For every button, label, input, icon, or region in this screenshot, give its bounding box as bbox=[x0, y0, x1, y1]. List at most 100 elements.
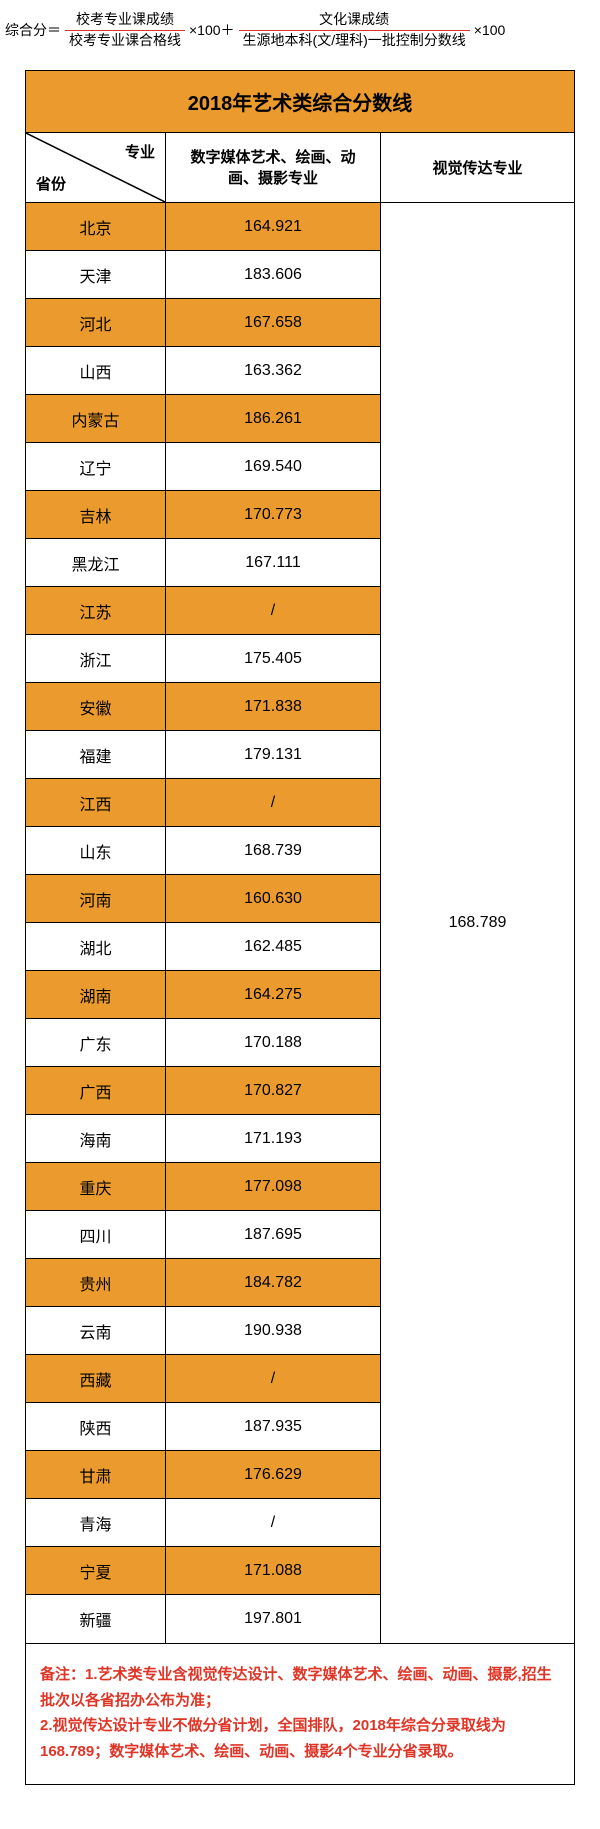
cell-province: 四川 bbox=[26, 1211, 166, 1258]
formula-frac1: 校考专业课成绩 校考专业课合格线 bbox=[65, 10, 185, 50]
table-body: 北京164.921天津183.606河北167.658山西163.362内蒙古1… bbox=[26, 203, 574, 1643]
cell-score: 168.739 bbox=[166, 827, 381, 874]
table-row: 广东170.188 bbox=[26, 1019, 381, 1067]
cell-score: 197.801 bbox=[166, 1595, 381, 1643]
table-row: 湖北162.485 bbox=[26, 923, 381, 971]
cell-province: 陕西 bbox=[26, 1403, 166, 1450]
cell-score: 187.935 bbox=[166, 1403, 381, 1450]
cell-province: 内蒙古 bbox=[26, 395, 166, 442]
table-row: 浙江175.405 bbox=[26, 635, 381, 683]
table-title: 2018年艺术类综合分数线 bbox=[26, 71, 574, 133]
formula-lhs: 综合分＝ bbox=[5, 20, 61, 40]
formula-tail: ×100 bbox=[474, 22, 506, 38]
table-row: 湖南164.275 bbox=[26, 971, 381, 1019]
table-row: 内蒙古186.261 bbox=[26, 395, 381, 443]
formula-frac2: 文化课成绩 生源地本科(文/理科)一批控制分数线 bbox=[239, 10, 470, 50]
cell-score: 170.773 bbox=[166, 491, 381, 538]
cell-province: 河北 bbox=[26, 299, 166, 346]
table-row: 山西163.362 bbox=[26, 347, 381, 395]
cell-province: 贵州 bbox=[26, 1259, 166, 1306]
header-diag-bottom: 省份 bbox=[36, 173, 66, 194]
cell-province: 江西 bbox=[26, 779, 166, 826]
table-row: 重庆177.098 bbox=[26, 1163, 381, 1211]
cell-score: 179.131 bbox=[166, 731, 381, 778]
cell-score: 184.782 bbox=[166, 1259, 381, 1306]
cell-score: 187.695 bbox=[166, 1211, 381, 1258]
cell-province: 天津 bbox=[26, 251, 166, 298]
cell-score: 162.485 bbox=[166, 923, 381, 970]
table-row: 天津183.606 bbox=[26, 251, 381, 299]
table-row: 广西170.827 bbox=[26, 1067, 381, 1115]
cell-score: 186.261 bbox=[166, 395, 381, 442]
cell-score: 171.838 bbox=[166, 683, 381, 730]
cell-province: 山西 bbox=[26, 347, 166, 394]
cell-province: 西藏 bbox=[26, 1355, 166, 1402]
table-row: 海南171.193 bbox=[26, 1115, 381, 1163]
table-row: 西藏/ bbox=[26, 1355, 381, 1403]
table-row: 河北167.658 bbox=[26, 299, 381, 347]
cell-province: 青海 bbox=[26, 1499, 166, 1546]
table-row: 江西/ bbox=[26, 779, 381, 827]
cell-score: 163.362 bbox=[166, 347, 381, 394]
cell-province: 重庆 bbox=[26, 1163, 166, 1210]
cell-province: 安徽 bbox=[26, 683, 166, 730]
cell-province: 吉林 bbox=[26, 491, 166, 538]
header-col2: 数字媒体艺术、绘画、动画、摄影专业 bbox=[166, 133, 381, 202]
table-row: 宁夏171.088 bbox=[26, 1547, 381, 1595]
cell-province: 新疆 bbox=[26, 1595, 166, 1643]
cell-score: 170.827 bbox=[166, 1067, 381, 1114]
cell-province: 江苏 bbox=[26, 587, 166, 634]
cell-province: 宁夏 bbox=[26, 1547, 166, 1594]
cell-score: 167.111 bbox=[166, 539, 381, 586]
table-row: 辽宁169.540 bbox=[26, 443, 381, 491]
cell-score: / bbox=[166, 1499, 381, 1546]
cell-score: 177.098 bbox=[166, 1163, 381, 1210]
table-row: 新疆197.801 bbox=[26, 1595, 381, 1643]
cell-score: 164.921 bbox=[166, 203, 381, 250]
table-note: 备注：1.艺术类专业含视觉传达设计、数字媒体艺术、绘画、动画、摄影,招生批次以各… bbox=[26, 1643, 574, 1784]
header-diag-top: 专业 bbox=[125, 141, 155, 162]
cell-province: 湖北 bbox=[26, 923, 166, 970]
cell-province: 海南 bbox=[26, 1115, 166, 1162]
table-row: 吉林170.773 bbox=[26, 491, 381, 539]
cell-province: 浙江 bbox=[26, 635, 166, 682]
header-col3: 视觉传达专业 bbox=[381, 133, 574, 202]
cell-score: 160.630 bbox=[166, 875, 381, 922]
cell-province: 云南 bbox=[26, 1307, 166, 1354]
table-row: 江苏/ bbox=[26, 587, 381, 635]
cell-score: / bbox=[166, 779, 381, 826]
cell-province: 北京 bbox=[26, 203, 166, 250]
header-province-major: 专业 省份 bbox=[26, 133, 166, 202]
cell-province: 广西 bbox=[26, 1067, 166, 1114]
cell-score: / bbox=[166, 1355, 381, 1402]
table-row: 青海/ bbox=[26, 1499, 381, 1547]
cell-score: 175.405 bbox=[166, 635, 381, 682]
cell-province: 湖南 bbox=[26, 971, 166, 1018]
cell-score: 167.658 bbox=[166, 299, 381, 346]
cell-province: 黑龙江 bbox=[26, 539, 166, 586]
merged-right-cell: 168.789 bbox=[381, 203, 574, 1643]
cell-score: 164.275 bbox=[166, 971, 381, 1018]
cell-province: 辽宁 bbox=[26, 443, 166, 490]
table-row: 四川187.695 bbox=[26, 1211, 381, 1259]
table-row: 云南190.938 bbox=[26, 1307, 381, 1355]
score-table: 2018年艺术类综合分数线 专业 省份 数字媒体艺术、绘画、动画、摄影专业 视觉… bbox=[25, 70, 575, 1785]
table-header-row: 专业 省份 数字媒体艺术、绘画、动画、摄影专业 视觉传达专业 bbox=[26, 133, 574, 203]
table-row: 北京164.921 bbox=[26, 203, 381, 251]
cell-province: 甘肃 bbox=[26, 1451, 166, 1498]
table-left-columns: 北京164.921天津183.606河北167.658山西163.362内蒙古1… bbox=[26, 203, 381, 1643]
table-row: 安徽171.838 bbox=[26, 683, 381, 731]
formula: 综合分＝ 校考专业课成绩 校考专业课合格线 ×100＋ 文化课成绩 生源地本科(… bbox=[0, 0, 600, 70]
cell-province: 河南 bbox=[26, 875, 166, 922]
table-row: 陕西187.935 bbox=[26, 1403, 381, 1451]
cell-province: 福建 bbox=[26, 731, 166, 778]
table-row: 贵州184.782 bbox=[26, 1259, 381, 1307]
cell-province: 山东 bbox=[26, 827, 166, 874]
cell-score: 169.540 bbox=[166, 443, 381, 490]
table-row: 福建179.131 bbox=[26, 731, 381, 779]
table-row: 甘肃176.629 bbox=[26, 1451, 381, 1499]
cell-province: 广东 bbox=[26, 1019, 166, 1066]
table-row: 黑龙江167.111 bbox=[26, 539, 381, 587]
cell-score: 171.088 bbox=[166, 1547, 381, 1594]
formula-mid: ×100＋ bbox=[189, 20, 235, 40]
